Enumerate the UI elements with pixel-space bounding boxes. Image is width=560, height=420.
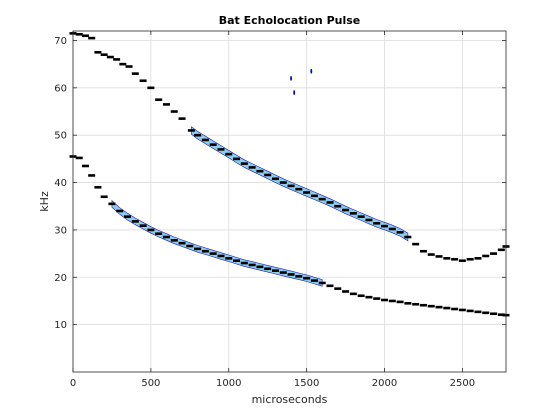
y-tick-label: 10 bbox=[54, 320, 67, 331]
data-point bbox=[293, 90, 296, 95]
x-axis-ticks: 0 500 1000 1500 2000 2500 bbox=[70, 31, 475, 389]
harmonic-ridge bbox=[111, 199, 323, 287]
series-1 bbox=[69, 32, 510, 263]
chart-title: Bat Echolocation Pulse bbox=[219, 14, 361, 27]
x-tick-label: 1500 bbox=[294, 378, 319, 389]
x-tick-label: 1000 bbox=[216, 378, 241, 389]
x-tick-label: 500 bbox=[141, 378, 160, 389]
x-tick-label: 0 bbox=[70, 378, 76, 389]
y-tick-label: 70 bbox=[54, 36, 67, 47]
y-tick-label: 40 bbox=[54, 178, 67, 189]
plot-area bbox=[73, 31, 506, 372]
x-axis-label: microseconds bbox=[252, 393, 328, 406]
x-tick-label: 2000 bbox=[372, 378, 397, 389]
y-tick-label: 50 bbox=[54, 131, 67, 142]
series-3 bbox=[290, 68, 313, 95]
x-tick-label: 2500 bbox=[450, 378, 475, 389]
data-point bbox=[310, 68, 313, 74]
series-2 bbox=[69, 155, 510, 317]
y-tick-label: 20 bbox=[54, 273, 67, 284]
y-tick-label: 30 bbox=[54, 225, 67, 236]
axes-box bbox=[72, 30, 507, 373]
y-tick-label: 60 bbox=[54, 83, 67, 94]
y-axis-ticks: 10 20 30 40 50 60 70 bbox=[54, 36, 506, 331]
data-series bbox=[69, 32, 510, 317]
y-axis-label: kHz bbox=[38, 191, 51, 212]
data-point bbox=[290, 75, 292, 81]
